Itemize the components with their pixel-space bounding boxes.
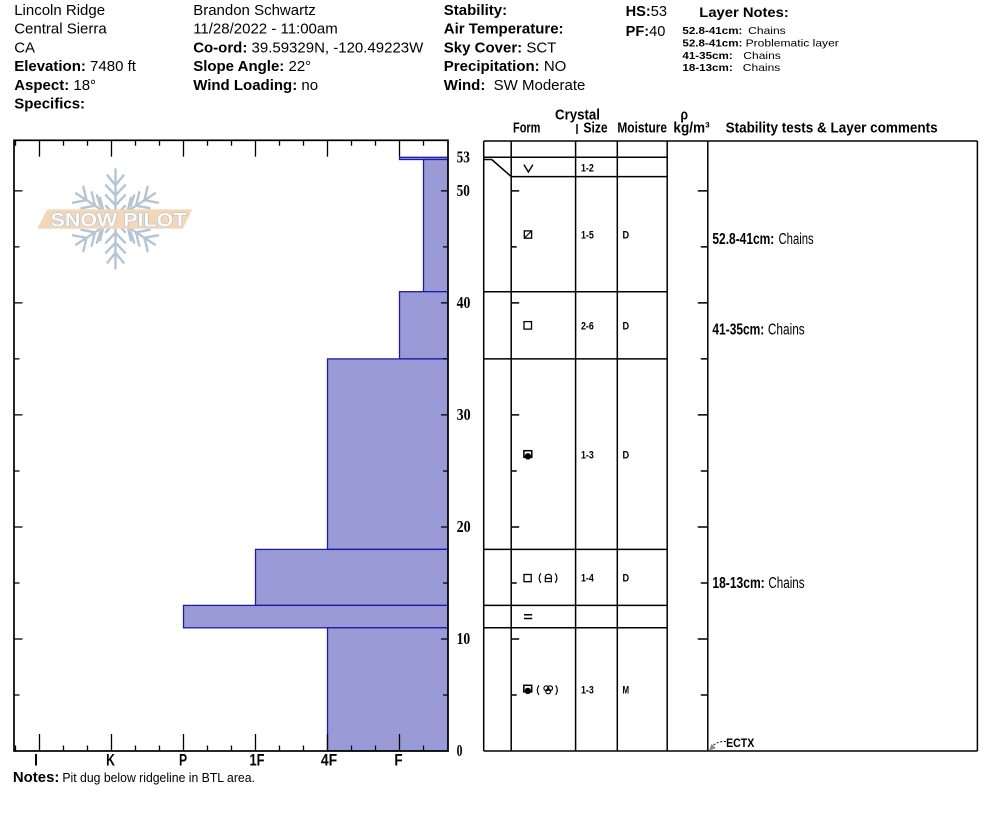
svg-text:Size: Size [583, 120, 607, 136]
svg-text:Co-ord: 39.59329N, -120.49223W: Co-ord: 39.59329N, -120.49223W [193, 39, 424, 56]
svg-text:10: 10 [457, 629, 471, 648]
svg-text:1-5: 1-5 [581, 230, 594, 242]
svg-text:D: D [623, 321, 630, 333]
svg-text:1-3: 1-3 [581, 450, 594, 462]
svg-text:K: K [106, 752, 115, 770]
svg-text:Notes:: Notes: [13, 770, 60, 786]
svg-text:M: M [623, 685, 630, 697]
svg-text:Sky Cover: SCT: Sky Cover: SCT [444, 39, 557, 56]
svg-text:41-35cm:: 41-35cm: [682, 51, 732, 62]
svg-text:F: F [394, 752, 402, 770]
svg-text:Slope Angle: 22°: Slope Angle: 22° [193, 58, 311, 75]
svg-text:Chains: Chains [743, 51, 781, 62]
svg-text:20: 20 [457, 517, 471, 536]
svg-text:1F: 1F [250, 752, 265, 770]
svg-text:Moisture: Moisture [617, 120, 667, 136]
svg-text:Problematic layer: Problematic layer [746, 38, 840, 49]
svg-text:40: 40 [457, 293, 471, 312]
svg-text:D: D [623, 573, 630, 585]
svg-text:PF:40: PF:40 [626, 24, 666, 40]
svg-text:P: P [179, 752, 187, 770]
svg-text:1-3: 1-3 [581, 685, 594, 697]
svg-text:52.8-41cm:: 52.8-41cm: [712, 231, 774, 248]
svg-text:1-4: 1-4 [581, 573, 594, 585]
svg-text:41-35cm:: 41-35cm: [712, 322, 764, 339]
svg-text:2-6: 2-6 [581, 321, 594, 333]
svg-text:D: D [623, 450, 630, 462]
svg-text:Wind: SW Moderate: Wind: SW Moderate [444, 77, 586, 94]
svg-text:Stability tests & Layer commen: Stability tests & Layer comments [726, 120, 938, 136]
svg-text:Chains: Chains [748, 26, 786, 37]
svg-text:ρ: ρ [680, 108, 688, 124]
svg-text:Chains: Chains [768, 575, 804, 592]
svg-text:11/28/2022 - 11:00am: 11/28/2022 - 11:00am [193, 21, 338, 38]
svg-text:Central Sierra: Central Sierra [14, 21, 107, 38]
svg-text:1-2: 1-2 [581, 162, 594, 174]
svg-text:0: 0 [457, 741, 463, 760]
svg-text:Precipitation: NO: Precipitation: NO [444, 58, 567, 75]
svg-text:Chains: Chains [779, 231, 814, 248]
svg-text:4F: 4F [321, 752, 337, 770]
svg-text:53: 53 [457, 148, 470, 167]
svg-text:Chains: Chains [768, 322, 805, 339]
svg-text:I: I [34, 752, 38, 770]
svg-text:Form: Form [513, 120, 540, 136]
svg-text:Brandon Schwartz: Brandon Schwartz [193, 2, 316, 19]
svg-text:CA: CA [14, 39, 35, 56]
svg-text:Specifics:: Specifics: [14, 96, 85, 113]
svg-text:Lincoln Ridge: Lincoln Ridge [14, 2, 105, 19]
svg-text:52.8-41cm:: 52.8-41cm: [682, 38, 742, 49]
svg-text:SNOW PILOT: SNOW PILOT [51, 211, 187, 232]
svg-text:Wind Loading: no: Wind Loading: no [193, 77, 318, 94]
svg-text:Elevation: 7480 ft: Elevation: 7480 ft [14, 58, 137, 75]
svg-text:Aspect: 18°: Aspect: 18° [14, 77, 96, 94]
svg-text:Stability:: Stability: [444, 2, 507, 19]
svg-text:18-13cm:: 18-13cm: [712, 575, 764, 592]
svg-text:kg/m³: kg/m³ [673, 120, 709, 136]
svg-text:Air Temperature:: Air Temperature: [444, 21, 564, 38]
svg-text:Chains: Chains [743, 63, 781, 74]
svg-text:Layer Notes:: Layer Notes: [699, 5, 789, 21]
svg-text:52.8-41cm:: 52.8-41cm: [682, 26, 742, 37]
svg-text:30: 30 [457, 405, 471, 424]
svg-text:D: D [623, 230, 630, 242]
svg-text:HS:53: HS:53 [626, 4, 667, 20]
svg-text:50: 50 [457, 181, 470, 200]
svg-text:Crystal: Crystal [555, 108, 600, 124]
svg-text:18-13cm:: 18-13cm: [682, 63, 732, 74]
svg-text:Pit dug below ridgeline in BTL: Pit dug below ridgeline in BTL area. [62, 771, 255, 785]
svg-text:ECTX: ECTX [726, 736, 755, 750]
